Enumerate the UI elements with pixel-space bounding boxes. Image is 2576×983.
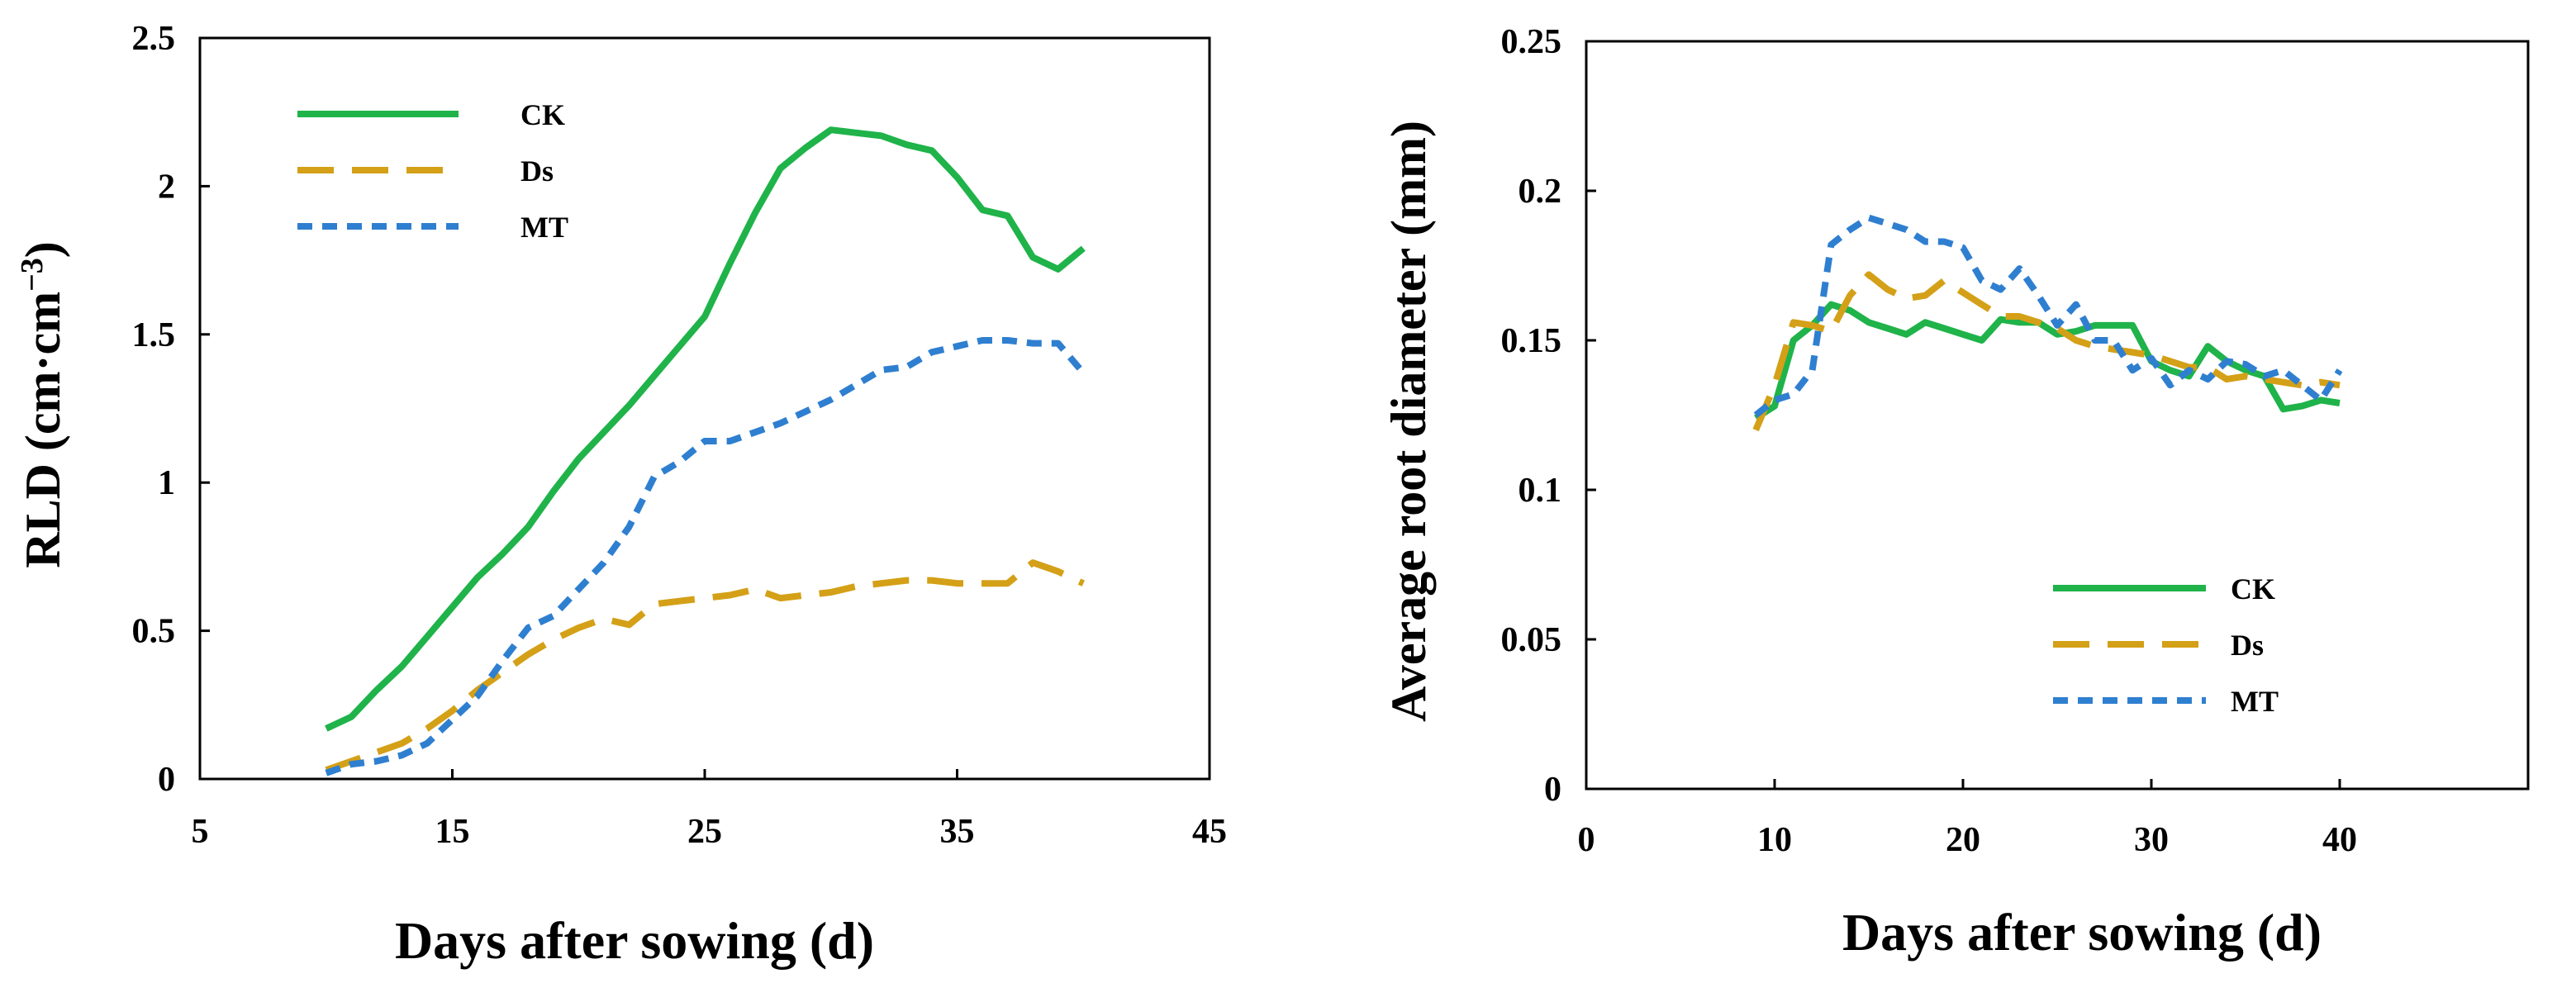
diameter-x-axis-label: Days after sowing (d) <box>1842 903 2322 962</box>
rld-series <box>325 126 1086 776</box>
diameter-x-tick-label: 30 <box>2134 821 2169 859</box>
rld-plot-frame <box>198 36 1211 781</box>
rld-x-tick-label: 45 <box>1192 813 1227 851</box>
rld-series-mt-line <box>325 337 1086 776</box>
rld-y-axis-label-superscript: −3 <box>15 258 50 292</box>
rld-y-axis-label-main: RLD (cm·cm <box>16 292 70 568</box>
rld-y-axis-label-close: ) <box>16 241 70 258</box>
rld-x-axis-label: Days after sowing (d) <box>395 911 874 970</box>
diameter-legend-label-mt: MT <box>2231 685 2279 718</box>
diameter-legend-label-ck: CK <box>2231 572 2275 605</box>
rld-x-tick-label: 15 <box>435 813 470 851</box>
rld-legend-label-ds: Ds <box>520 154 554 188</box>
rld-y-tick-label: 2.5 <box>132 20 176 58</box>
diameter-x-tick-label: 20 <box>1946 821 1980 859</box>
rld-x-tick-label: 5 <box>192 813 209 851</box>
diameter-x-tick-label: 40 <box>2322 821 2357 859</box>
diameter-series-ds-line <box>1752 271 2341 432</box>
diameter-legend-label-ds: Ds <box>2231 629 2264 662</box>
rld-y-tick-label: 1 <box>158 464 175 502</box>
rld-ticks: 5 15 25 35 45 0 0.5 1 1.5 2 2.5 <box>132 20 1228 851</box>
diameter-x-tick-label: 0 <box>1578 821 1595 859</box>
rld-y-tick-label: 0 <box>158 761 175 799</box>
diameter-ticks: 0 10 20 30 40 0 0.05 0.1 0.15 0.2 0.25 <box>1501 23 2358 859</box>
rld-y-tick-label: 2 <box>158 168 175 206</box>
rld-legend: CK Ds MT <box>297 98 568 244</box>
rld-x-tick-label: 35 <box>940 813 975 851</box>
diameter-y-tick-label: 0.2 <box>1519 173 1562 211</box>
rld-y-tick-label: 0.5 <box>132 613 176 651</box>
rld-y-tick-label: 1.5 <box>132 316 176 354</box>
diameter-series <box>1752 214 2343 432</box>
rld-series-ck-line <box>325 126 1086 732</box>
diameter-y-axis-label: Average root diameter (mm) <box>1381 121 1436 722</box>
diameter-x-tick-label: 10 <box>1757 821 1792 859</box>
diameter-y-tick-label: 0.05 <box>1501 621 1562 659</box>
diameter-series-mt-line <box>1753 214 2343 418</box>
rld-legend-label-ck: CK <box>520 98 565 131</box>
diameter-y-tick-label: 0 <box>1544 771 1561 809</box>
diameter-y-tick-label: 0.25 <box>1501 23 1562 61</box>
rld-x-tick-label: 25 <box>687 813 722 851</box>
root-diameter-chart: 0 10 20 30 40 0 0.05 0.1 0.15 0.2 0.25 CK Ds MT Days… <box>1381 23 2530 962</box>
rld-chart: 5 15 25 35 45 0 0.5 1 1.5 2 2.5 CK Ds MT Days after … <box>15 20 1227 970</box>
diameter-y-tick-label: 0.1 <box>1519 472 1562 510</box>
diameter-y-tick-label: 0.15 <box>1501 322 1562 360</box>
diameter-legend: CK Ds MT <box>2053 572 2279 718</box>
diameter-plot-frame <box>1585 40 2530 791</box>
rld-legend-label-mt: MT <box>520 211 568 244</box>
diameter-series-ck-line <box>1754 301 2341 421</box>
rld-y-axis-label: RLD (cm·cm−3) <box>15 241 70 568</box>
rld-series-ds-line <box>325 559 1086 773</box>
